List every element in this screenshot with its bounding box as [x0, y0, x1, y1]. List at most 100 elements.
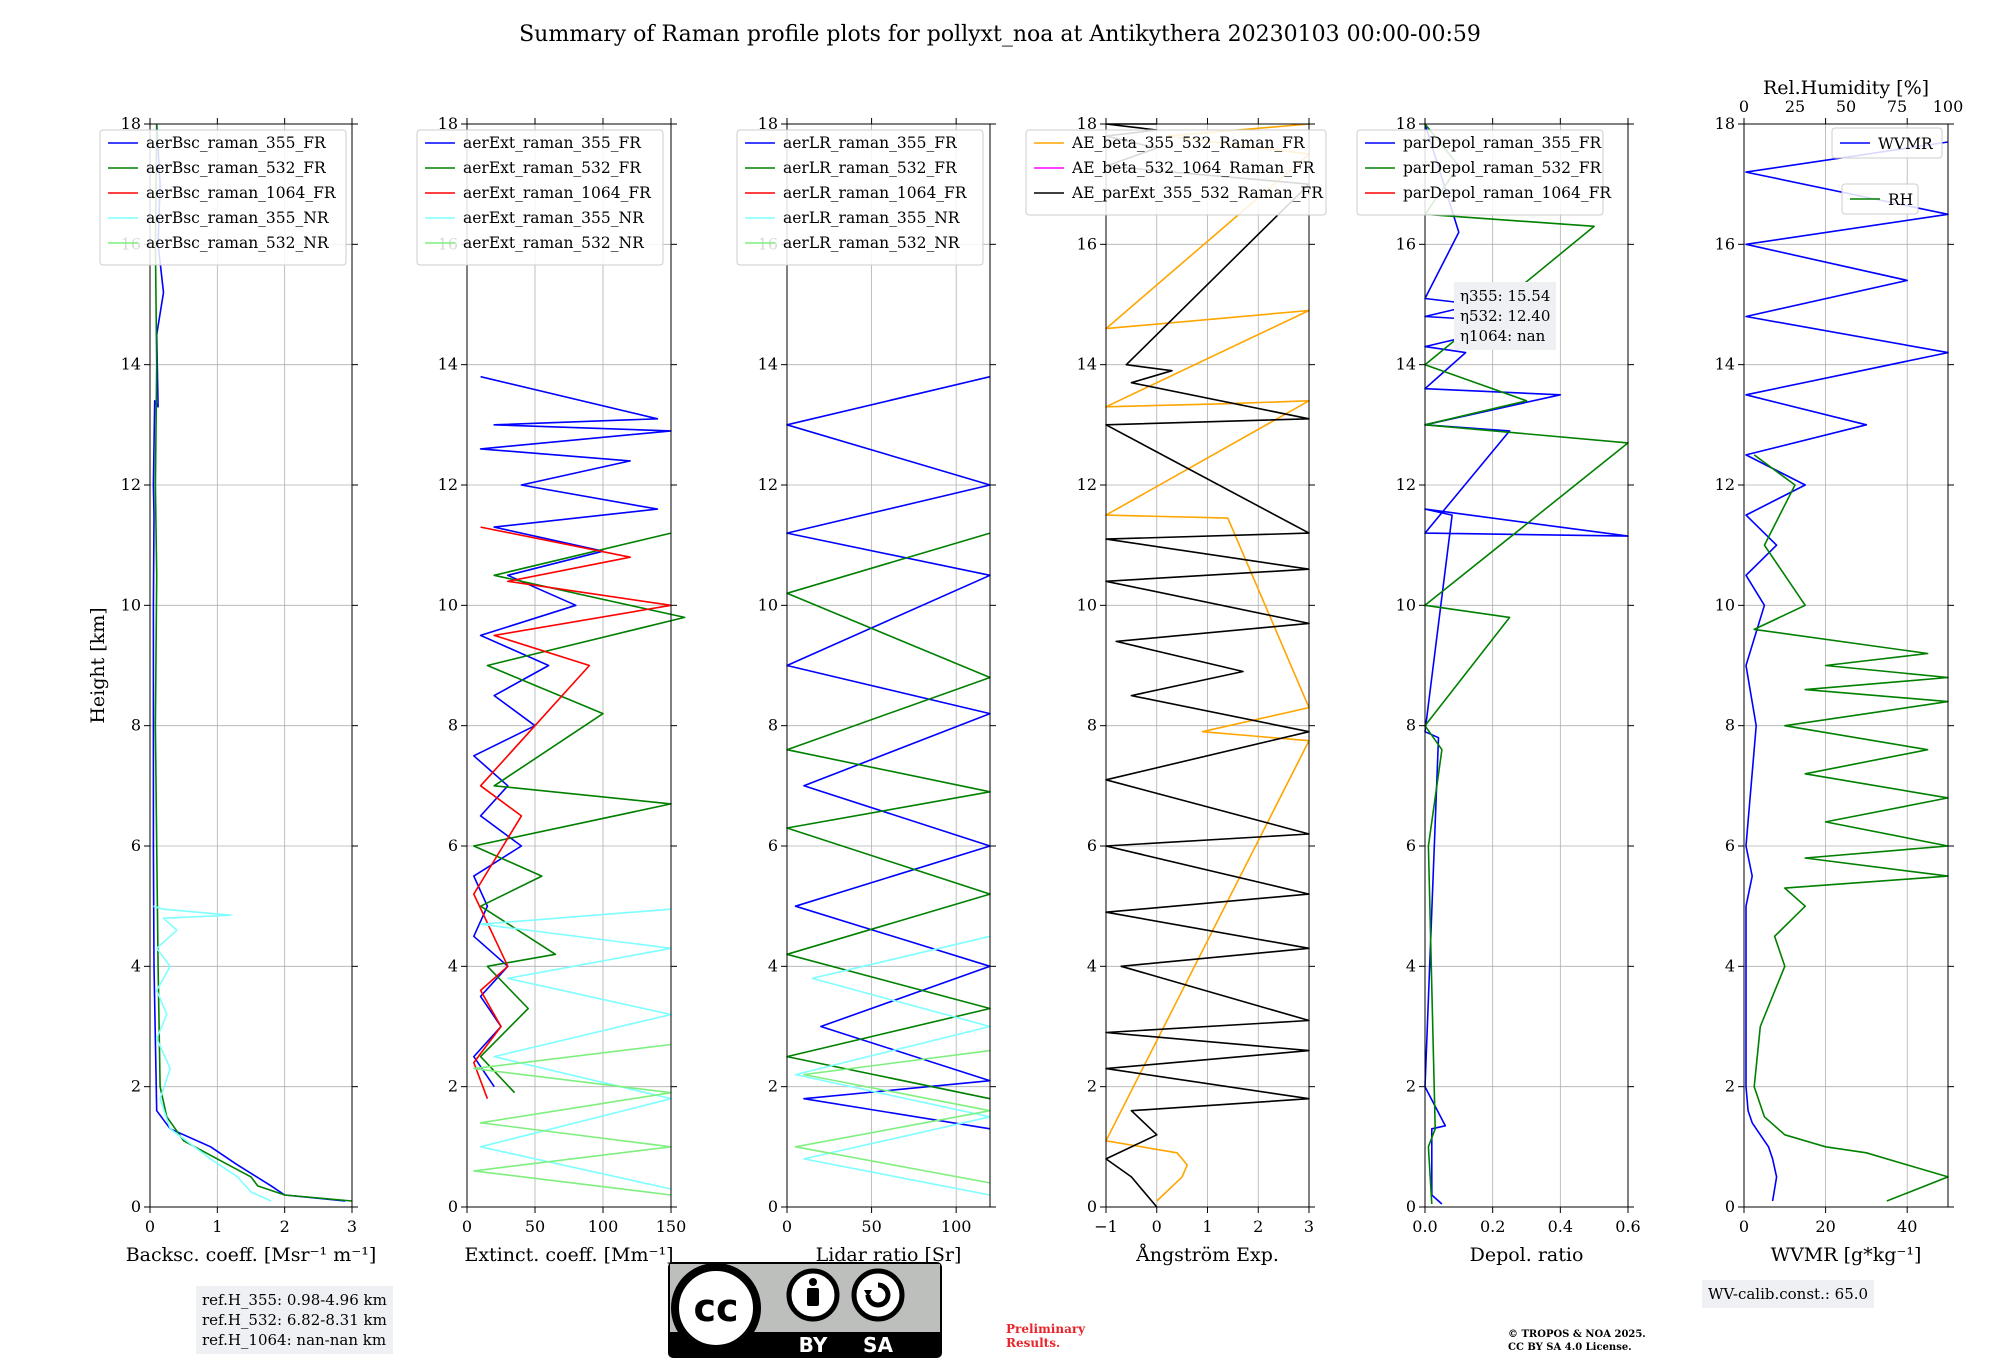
legend-label: aerLR_raman_532_FR	[783, 159, 958, 177]
ref-height-1064: ref.H_1064: nan-nan km	[202, 1331, 387, 1349]
legend-box	[1025, 129, 1327, 216]
y-tick-label: 18	[121, 114, 141, 133]
y-tick-label: 4	[448, 956, 458, 975]
x-axis-label: Backsc. coeff. [Msr⁻¹ m⁻¹]	[126, 1244, 377, 1266]
x-tick-label: 20	[1815, 1217, 1835, 1236]
y-tick-label: 4	[1725, 956, 1735, 975]
depol-calibration-box: η355: 15.54 η532: 12.40 η1064: nan	[1454, 282, 1557, 350]
chart-panel-2: 050100150024681012141618Extinct. coeff. …	[416, 114, 686, 1266]
x-axis-label: Extinct. coeff. [Mm⁻¹]	[464, 1244, 673, 1266]
series-line-2	[154, 123, 353, 1202]
x-tick-label: 1	[1202, 1217, 1212, 1236]
ref-height-box: ref.H_355: 0.98-4.96 km ref.H_532: 6.82-…	[196, 1286, 393, 1354]
y-tick-label: 6	[1406, 836, 1416, 855]
legend-label: aerLR_raman_355_FR	[783, 134, 958, 152]
top-x-tick-label: 75	[1887, 97, 1907, 116]
legend-label: WVMR	[1878, 135, 1934, 153]
y-tick-label: 0	[131, 1197, 141, 1216]
y-tick-label: 18	[1715, 114, 1735, 133]
legend-label: aerBsc_raman_1064_FR	[146, 184, 337, 202]
legend-label: aerBsc_raman_355_NR	[146, 209, 330, 227]
series-line-1	[1424, 123, 1629, 1205]
copyright-line-1: © TROPOS & NOA 2025.	[1508, 1329, 1646, 1340]
top-x-tick-label: 100	[1933, 97, 1964, 116]
y-tick-label: 10	[758, 595, 778, 614]
legend-box	[416, 129, 664, 266]
y-tick-label: 6	[1725, 836, 1735, 855]
x-tick-label: 0.2	[1480, 1217, 1505, 1236]
y-tick-label: 8	[1087, 716, 1097, 735]
series-line-2	[1753, 454, 1949, 1202]
top-x-tick-label: 50	[1836, 97, 1856, 116]
series-line-1	[1105, 123, 1310, 1202]
y-tick-label: 10	[1396, 595, 1416, 614]
y-tick-label: 16	[1715, 234, 1735, 253]
legend-label: parDepol_raman_532_FR	[1403, 159, 1603, 177]
legend-label: aerExt_raman_532_NR	[463, 234, 645, 252]
legend-label: AE_parExt_355_532_Raman_FR	[1071, 184, 1324, 202]
top-x-tick-label: 0	[1739, 97, 1749, 116]
top-x-axis-label: Rel.Humidity [%]	[1763, 77, 1929, 99]
series-line-1	[472, 375, 672, 1088]
cc-sa-label: SA	[863, 1333, 893, 1357]
y-tick-label: 12	[1396, 475, 1416, 494]
series-line-1	[1745, 141, 1949, 1202]
eta-1064: η1064: nan	[1460, 327, 1546, 345]
x-tick-label: 50	[861, 1217, 881, 1236]
wv-calib-text: WV-calib.const.: 65.0	[1708, 1285, 1869, 1303]
copyright-line-2: CC BY SA 4.0 License.	[1508, 1342, 1632, 1353]
y-tick-label: 8	[1725, 716, 1735, 735]
x-tick-label: 0	[1739, 1217, 1749, 1236]
y-tick-label: 8	[1406, 716, 1416, 735]
y-tick-label: 14	[1715, 355, 1735, 374]
y-tick-label: 2	[1406, 1077, 1416, 1096]
series-line-5	[472, 1043, 672, 1196]
x-tick-label: 0	[145, 1217, 155, 1236]
top-x-tick-label: 25	[1785, 97, 1805, 116]
series-line-2	[786, 532, 991, 1100]
legend-label: aerExt_raman_355_NR	[463, 209, 645, 227]
legend-label: aerLR_raman_1064_FR	[783, 184, 968, 202]
y-tick-label: 10	[1077, 595, 1097, 614]
y-tick-label: 2	[131, 1077, 141, 1096]
legend-box	[1356, 129, 1604, 216]
y-tick-label: 14	[438, 355, 458, 374]
y-tick-label: 2	[1725, 1077, 1735, 1096]
x-axis-label: Lidar ratio [Sr]	[816, 1244, 962, 1266]
legend-label: aerExt_raman_1064_FR	[463, 184, 652, 202]
y-tick-label: 6	[768, 836, 778, 855]
y-tick-label: 12	[1715, 475, 1735, 494]
y-tick-label: 12	[1077, 475, 1097, 494]
x-tick-label: 0.6	[1615, 1217, 1640, 1236]
legend-label: AE_beta_532_1064_Raman_FR	[1071, 159, 1316, 177]
chart-panel-6: 0 20 40 0 2 4 6 8 10 12 14 16 18 WVMR [g*kg⁻¹] 0 25 50 75…	[1715, 77, 1964, 1266]
series-line-4	[794, 935, 991, 1196]
y-axis-label: Height [km]	[87, 607, 109, 723]
y-tick-label: 12	[121, 475, 141, 494]
cc-by-sa-logo: cc BY SA	[668, 1262, 942, 1358]
axes-frame	[786, 123, 991, 1208]
y-tick-label: 14	[1077, 355, 1097, 374]
x-tick-label: 0	[782, 1217, 792, 1236]
x-axis-label: WVMR [g*kg⁻¹]	[1771, 1244, 1922, 1266]
y-tick-label: 4	[1087, 956, 1097, 975]
y-tick-label: 0	[768, 1197, 778, 1216]
axes-frame	[466, 123, 672, 1208]
chart-panel-5: 0.0 0.2 0.4 0.6 0 2 4 6 8 10 12 14 16 18 Depol. ratio p…	[1356, 114, 1641, 1266]
y-tick-label: 4	[131, 956, 141, 975]
y-tick-label: 4	[768, 956, 778, 975]
legend-label: aerExt_raman_532_FR	[463, 159, 642, 177]
legend-box	[1831, 127, 1943, 159]
y-tick-label: 18	[758, 114, 778, 133]
x-tick-label: 0	[462, 1217, 472, 1236]
y-tick-label: 0	[448, 1197, 458, 1216]
y-tick-label: 14	[1396, 355, 1416, 374]
y-tick-label: 12	[758, 475, 778, 494]
figure-title: Summary of Raman profile plots for polly…	[519, 22, 1481, 47]
series-line-4	[479, 908, 672, 1190]
y-tick-label: 8	[448, 716, 458, 735]
x-tick-label: 2	[280, 1217, 290, 1236]
ref-height-532: ref.H_532: 6.82-8.31 km	[202, 1311, 387, 1329]
x-axis-label: Ångström Exp.	[1135, 1244, 1279, 1266]
